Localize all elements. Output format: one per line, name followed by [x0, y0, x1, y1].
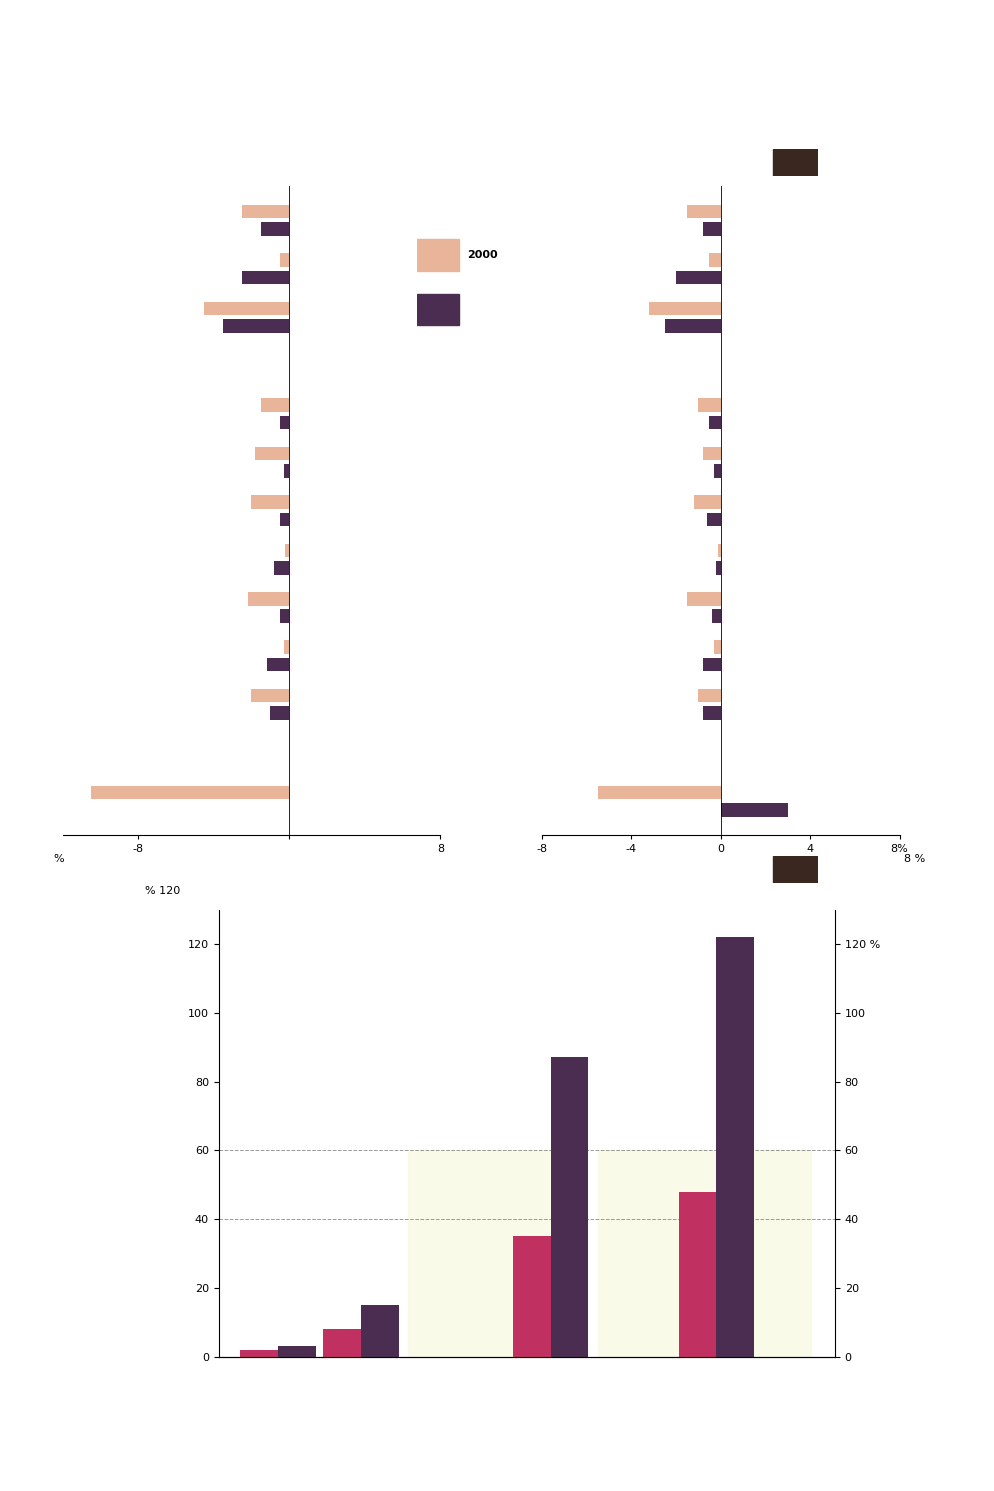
Bar	[417, 294, 459, 325]
Bar	[224, 319, 289, 332]
Bar	[285, 544, 289, 558]
Bar	[694, 495, 721, 508]
Bar	[274, 561, 289, 574]
Bar	[676, 270, 721, 285]
Bar	[703, 658, 721, 671]
Bar	[91, 786, 289, 799]
Bar	[551, 1057, 588, 1357]
Bar	[717, 561, 721, 574]
Bar	[710, 253, 721, 267]
Bar	[513, 1236, 551, 1357]
Text: % 120: % 120	[145, 886, 180, 896]
Bar	[708, 513, 721, 526]
Bar	[260, 222, 289, 236]
Bar	[280, 610, 289, 623]
Bar	[248, 592, 289, 605]
Bar	[598, 1151, 811, 1357]
Bar	[260, 398, 289, 412]
Bar	[280, 416, 289, 429]
Bar	[597, 786, 721, 799]
Bar	[714, 641, 721, 655]
Bar	[699, 689, 721, 702]
Bar	[703, 222, 721, 236]
Bar	[251, 689, 289, 702]
Bar	[687, 204, 721, 218]
Bar	[679, 1191, 717, 1357]
Bar	[712, 610, 721, 623]
Bar	[266, 658, 289, 671]
Bar	[205, 301, 289, 315]
Bar	[270, 707, 289, 720]
Bar	[417, 240, 459, 271]
Bar	[717, 936, 754, 1357]
Bar	[687, 592, 721, 605]
Bar	[721, 804, 788, 817]
Bar	[665, 319, 721, 332]
Bar	[280, 513, 289, 526]
Bar	[323, 1330, 361, 1357]
Bar	[283, 464, 289, 477]
Bar	[772, 856, 818, 883]
Bar	[251, 495, 289, 508]
Bar	[243, 270, 289, 285]
Bar	[243, 204, 289, 218]
Bar	[409, 1151, 575, 1357]
Bar	[703, 447, 721, 461]
Text: %: %	[54, 854, 64, 865]
Bar	[278, 1346, 316, 1357]
Bar	[710, 416, 721, 429]
Bar	[283, 641, 289, 655]
Bar	[719, 544, 721, 558]
Bar	[255, 447, 289, 461]
Bar	[240, 1349, 278, 1357]
Bar	[280, 253, 289, 267]
Bar	[772, 149, 818, 176]
Text: 8 %: 8 %	[905, 854, 925, 865]
Bar	[649, 301, 721, 315]
Bar	[361, 1305, 399, 1357]
Bar	[714, 464, 721, 477]
Bar	[699, 398, 721, 412]
Bar	[703, 707, 721, 720]
Text: 2000: 2000	[467, 250, 498, 259]
